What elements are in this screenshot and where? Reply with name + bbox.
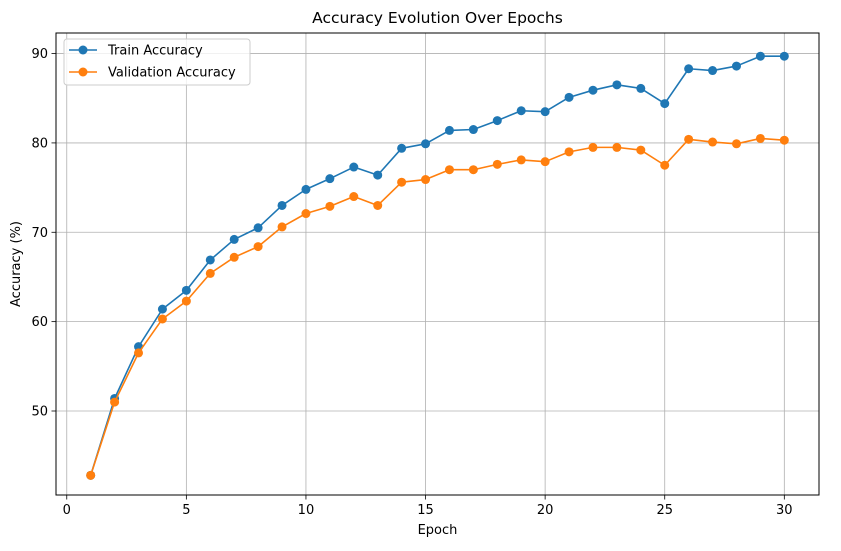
data-point — [373, 170, 383, 180]
plot-frame — [55, 32, 820, 496]
x-axis-title: Epoch — [418, 523, 458, 538]
data-point — [134, 348, 144, 358]
series-line — [89, 55, 785, 476]
data-point — [229, 234, 239, 244]
x-tick-label: 20 — [537, 503, 554, 518]
data-point — [636, 145, 646, 155]
data-point — [397, 177, 407, 187]
series-0 — [86, 51, 789, 480]
data-point — [492, 159, 502, 169]
y-axis-title: Accuracy (%) — [9, 221, 24, 307]
data-point — [205, 255, 215, 265]
series-1 — [86, 133, 789, 480]
data-point — [516, 155, 526, 165]
data-point — [708, 66, 718, 76]
x-tick-label: 30 — [776, 503, 793, 518]
data-point — [205, 268, 215, 278]
y-tick-label: 70 — [31, 226, 48, 241]
data-point — [181, 285, 191, 295]
data-point — [229, 252, 239, 262]
data-point — [468, 125, 478, 135]
data-point — [373, 200, 383, 210]
data-point — [660, 99, 670, 109]
data-point — [755, 133, 765, 143]
x-tick-label: 25 — [656, 503, 673, 518]
data-point — [684, 134, 694, 144]
data-point — [660, 160, 670, 170]
data-point — [755, 51, 765, 61]
data-point — [468, 165, 478, 175]
data-point — [301, 209, 311, 219]
data-point — [564, 92, 574, 102]
x-tick-label: 5 — [182, 503, 190, 518]
legend-box — [63, 38, 251, 86]
data-point — [421, 175, 431, 185]
data-point — [516, 106, 526, 116]
data-point — [612, 80, 622, 90]
data-point — [779, 135, 789, 145]
data-point — [397, 143, 407, 153]
series-layer — [86, 51, 789, 480]
data-point — [540, 107, 550, 117]
data-point — [708, 137, 718, 147]
data-point — [349, 192, 359, 202]
data-point — [731, 139, 741, 149]
legend-label-validation: Validation Accuracy — [108, 66, 236, 81]
legend-marker-validation — [78, 67, 88, 77]
data-point — [157, 304, 167, 314]
data-point — [253, 223, 263, 233]
data-point — [564, 147, 574, 157]
data-point — [588, 142, 598, 152]
y-tick-label: 90 — [31, 47, 48, 62]
data-point — [612, 142, 622, 152]
data-point — [253, 242, 263, 252]
data-point — [157, 314, 167, 324]
data-point — [301, 184, 311, 194]
data-point — [779, 51, 789, 61]
data-point — [110, 397, 120, 407]
data-point — [421, 139, 431, 149]
x-tick-label: 15 — [417, 503, 434, 518]
data-point — [684, 64, 694, 74]
data-point — [492, 116, 502, 126]
series-line — [89, 137, 785, 476]
data-point — [86, 470, 96, 480]
legend-label-train: Train Accuracy — [107, 44, 203, 59]
legend-marker-train — [78, 45, 88, 55]
tick-layer: 0 5 10 15 20 25 30 50 60 70 80 90 — [31, 47, 792, 518]
data-point — [588, 85, 598, 95]
chart-title: Accuracy Evolution Over Epochs — [312, 9, 563, 27]
x-tick-label: 10 — [298, 503, 315, 518]
data-point — [444, 125, 454, 135]
data-point — [444, 165, 454, 175]
data-point — [181, 296, 191, 306]
data-point — [325, 201, 335, 211]
data-point — [325, 174, 335, 184]
data-point — [731, 61, 741, 71]
y-tick-label: 60 — [31, 315, 48, 330]
grid — [56, 33, 819, 495]
y-tick-label: 80 — [31, 136, 48, 151]
data-point — [349, 162, 359, 172]
legend: Train Accuracy Validation Accuracy — [63, 38, 251, 86]
data-point — [540, 157, 550, 167]
x-tick-label: 0 — [63, 503, 71, 518]
data-point — [277, 222, 287, 232]
data-point — [636, 83, 646, 93]
data-point — [277, 200, 287, 210]
y-tick-label: 50 — [31, 405, 48, 420]
